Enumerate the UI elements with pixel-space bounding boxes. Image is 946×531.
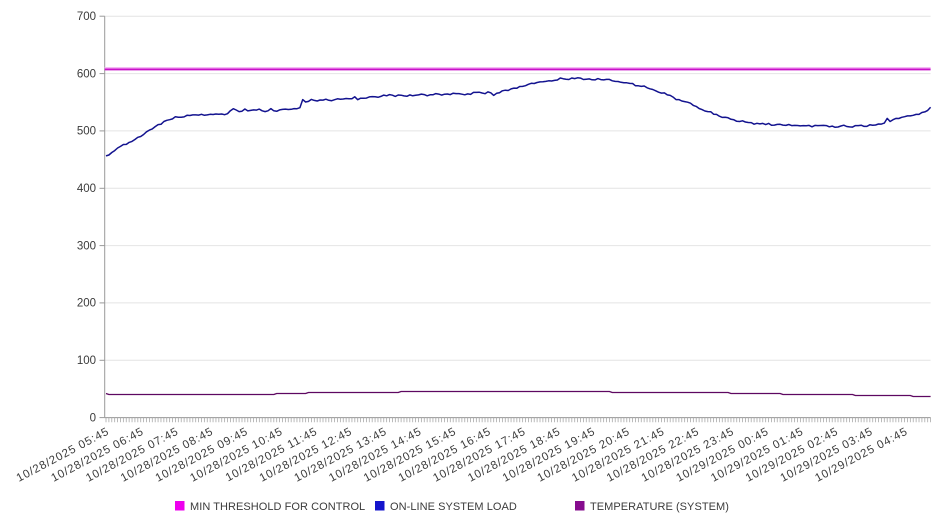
- svg-text:400: 400: [77, 183, 96, 195]
- svg-text:0: 0: [90, 412, 96, 424]
- svg-text:TEMPERATURE (SYSTEM): TEMPERATURE (SYSTEM): [590, 501, 729, 513]
- svg-text:600: 600: [77, 68, 96, 80]
- svg-text:300: 300: [77, 240, 96, 252]
- svg-text:500: 500: [77, 126, 96, 138]
- svg-text:ON-LINE SYSTEM LOAD: ON-LINE SYSTEM LOAD: [390, 501, 517, 513]
- svg-text:MIN THRESHOLD FOR CONTROL: MIN THRESHOLD FOR CONTROL: [190, 501, 365, 513]
- svg-text:200: 200: [77, 298, 96, 310]
- svg-text:700: 700: [77, 11, 96, 23]
- svg-text:100: 100: [77, 355, 96, 367]
